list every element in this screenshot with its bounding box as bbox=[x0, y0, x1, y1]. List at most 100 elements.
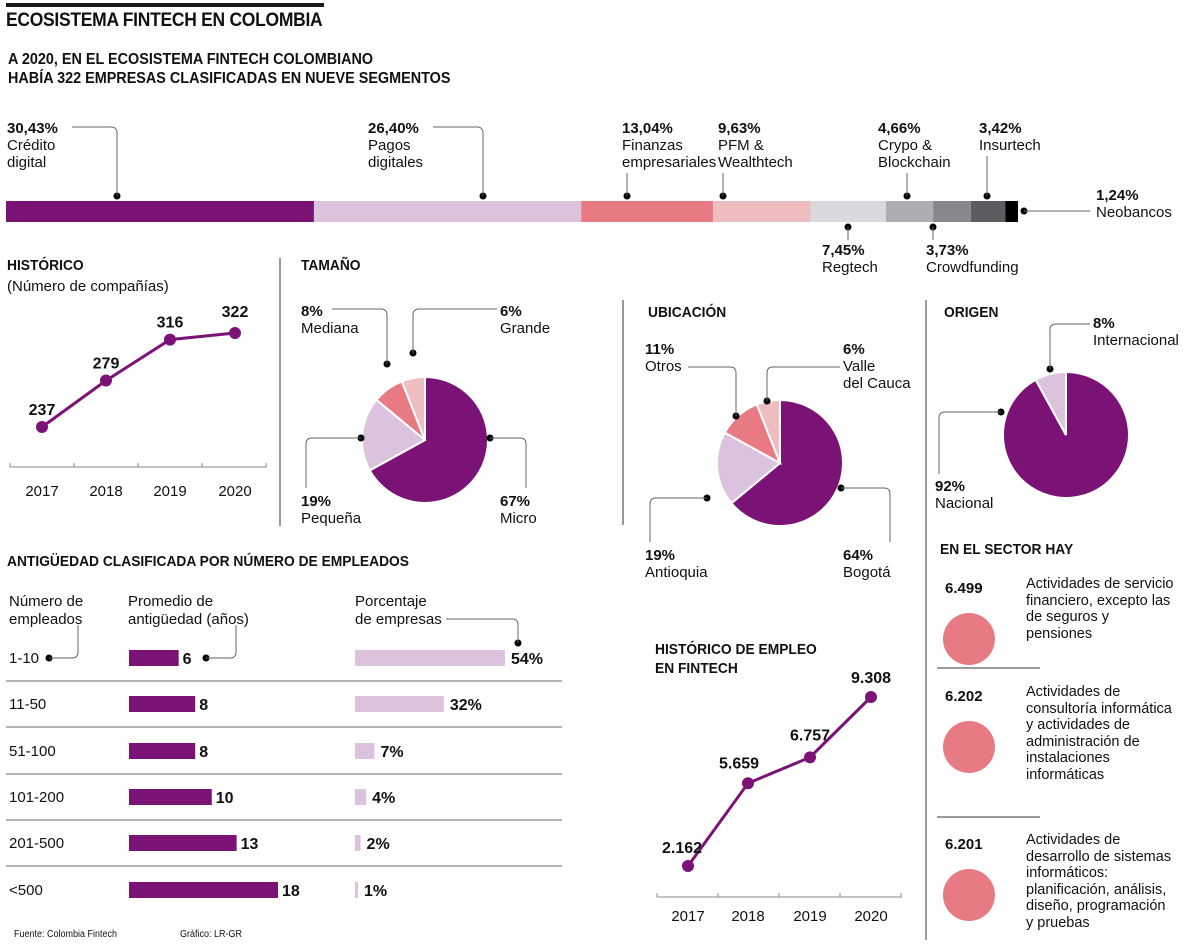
divider-vertical-3 bbox=[925, 300, 927, 940]
table-years-value: 8 bbox=[199, 697, 208, 714]
sector-item-description-line: informáticos: bbox=[1026, 865, 1109, 881]
title-rule bbox=[6, 3, 324, 7]
tamano-slice-1 bbox=[368, 375, 489, 504]
empleo-year-label: 2019 bbox=[793, 908, 826, 925]
tamano-value-label: 8% bbox=[301, 303, 323, 320]
antiguedad-title: ANTIGÜEDAD CLASIFICADA POR NÚMERO DE EMP… bbox=[7, 553, 410, 570]
sector-item-description: Actividades de consultoría informática y a… bbox=[1026, 684, 1172, 783]
sector-item-description-line: Actividades de bbox=[1026, 832, 1121, 848]
historico-year-label: 2017 bbox=[25, 483, 58, 500]
table-row-range: 101-200 bbox=[9, 789, 64, 806]
ubicacion-leader-valle bbox=[766, 366, 840, 401]
table-row-range: 51-100 bbox=[9, 743, 56, 760]
segment-bar-9 bbox=[1005, 201, 1018, 222]
ubicacion-leader-antioquia bbox=[649, 497, 707, 542]
historico-point-2019 bbox=[164, 333, 176, 346]
sector-item-value: 6.499 bbox=[945, 580, 983, 597]
segment-bar-1 bbox=[6, 201, 314, 222]
sector-divider bbox=[937, 667, 1040, 669]
sector-item-description-line: financiero, excepto las bbox=[1026, 592, 1171, 609]
historico-value-label: 316 bbox=[157, 315, 184, 332]
historico-value-label: 279 bbox=[93, 356, 120, 373]
segment-bar-7 bbox=[933, 201, 971, 222]
tamano-leader-grande bbox=[412, 308, 497, 353]
table-leader-years bbox=[206, 625, 237, 659]
empleo-value-label: 2.162 bbox=[662, 840, 702, 857]
tamano-slice-2 bbox=[361, 398, 427, 472]
segment-bar-4 bbox=[713, 201, 811, 222]
table-row-range: 1-10 bbox=[9, 650, 39, 667]
table-percent-bar bbox=[355, 835, 361, 851]
segment-label-3: Finanzas bbox=[622, 137, 683, 154]
table-percent-bar bbox=[355, 789, 367, 805]
segment-bar-6 bbox=[885, 201, 934, 222]
segment-value-3: 13,04% bbox=[622, 120, 673, 137]
sector-item-description-line: pensiones bbox=[1026, 625, 1093, 642]
ubicacion-category-label: Otros bbox=[645, 358, 682, 375]
segment-leader-2 bbox=[433, 126, 484, 196]
empleo-title-line-1: HISTÓRICO DE EMPLEO bbox=[655, 641, 817, 658]
ubicacion-title: UBICACIÓN bbox=[648, 304, 727, 321]
segment-value-9: 1,24% bbox=[1096, 187, 1139, 204]
table-percent-bar bbox=[355, 650, 505, 666]
segment-leader-1 bbox=[72, 126, 118, 196]
table-percent-value: 2% bbox=[367, 836, 390, 853]
historico-point-2018 bbox=[100, 374, 112, 387]
sector-item-description-line: instalaciones bbox=[1026, 750, 1110, 766]
segment-label-1: Crédito bbox=[7, 137, 55, 154]
historico-series-line bbox=[41, 331, 236, 429]
origen-value-label: 8% bbox=[1093, 315, 1115, 332]
table-leader-percent bbox=[446, 618, 519, 643]
segment-label-4: PFM & bbox=[718, 137, 764, 154]
table-row-range: 11-50 bbox=[9, 696, 46, 713]
ubicacion-value-label: 6% bbox=[843, 341, 865, 358]
ubicacion-category-label: Valle bbox=[843, 358, 875, 375]
table-percent-value: 32% bbox=[450, 697, 482, 714]
segment-label-9: Neobancos bbox=[1096, 204, 1172, 221]
segment-value-2: 26,40% bbox=[368, 120, 419, 137]
tamano-title: TAMAÑO bbox=[301, 257, 361, 274]
origen-value-label: 92% bbox=[935, 478, 965, 495]
historico-title: HISTÓRICO bbox=[7, 257, 84, 274]
origen-slice-2 bbox=[1034, 370, 1067, 436]
table-years-value: 6 bbox=[183, 651, 192, 668]
empleo-series-line bbox=[686, 695, 873, 867]
tamano-leader-mediana bbox=[332, 308, 388, 364]
sector-item-description-line: Actividades de bbox=[1026, 684, 1121, 700]
sector-item-description: Actividades de servicio financiero, excep… bbox=[1026, 576, 1174, 642]
ubicacion-category-label: del Cauca bbox=[843, 375, 911, 392]
empleo-point-2020 bbox=[865, 691, 877, 703]
sector-item-description-line: Actividades de servicio bbox=[1026, 576, 1174, 592]
page-title: ECOSISTEMA FINTECH EN COLOMBIA bbox=[6, 10, 323, 31]
table-percent-bar bbox=[355, 696, 444, 712]
sector-item-circle-icon bbox=[943, 869, 995, 921]
segment-bar-5 bbox=[810, 201, 886, 222]
origen-category-label: Nacional bbox=[935, 495, 993, 512]
sector-item-description: Actividades de desarrollo de sistemas info… bbox=[1026, 832, 1171, 931]
empleo-title-line-2: EN FINTECH bbox=[655, 660, 738, 677]
empleo-point-2017 bbox=[682, 860, 694, 872]
historico-year-label: 2020 bbox=[218, 483, 251, 500]
sector-item-description-line: administración de bbox=[1026, 733, 1140, 750]
table-percent-value: 4% bbox=[372, 790, 395, 807]
ubicacion-leader-bogota bbox=[841, 487, 891, 542]
sector-item-description-line: desarrollo de sistemas bbox=[1026, 848, 1172, 865]
ubicacion-category-label: Bogotá bbox=[843, 564, 891, 581]
ubicacion-category-label: Antioquia bbox=[645, 564, 708, 581]
footer-credit: Gráfico: LR-GR bbox=[180, 929, 243, 940]
table-percent-value: 54% bbox=[511, 651, 543, 668]
table-years-bar bbox=[129, 743, 196, 759]
ubicacion-value-label: 64% bbox=[843, 547, 873, 564]
historico-value-label: 322 bbox=[222, 304, 249, 321]
tamano-category-label: Mediana bbox=[301, 320, 359, 337]
segment-label-6: Crypo & bbox=[878, 137, 932, 154]
tamano-value-label: 19% bbox=[301, 493, 331, 510]
table-years-value: 18 bbox=[282, 883, 300, 900]
sector-item-description-line: y actividades de bbox=[1026, 717, 1130, 733]
segment-value-5: 7,45% bbox=[822, 242, 865, 259]
origen-title: ORIGEN bbox=[944, 304, 999, 321]
table-header-3: de empresas bbox=[355, 611, 442, 628]
table-header-3: Porcentaje bbox=[355, 593, 427, 610]
segment-label-3: empresariales bbox=[622, 154, 716, 171]
